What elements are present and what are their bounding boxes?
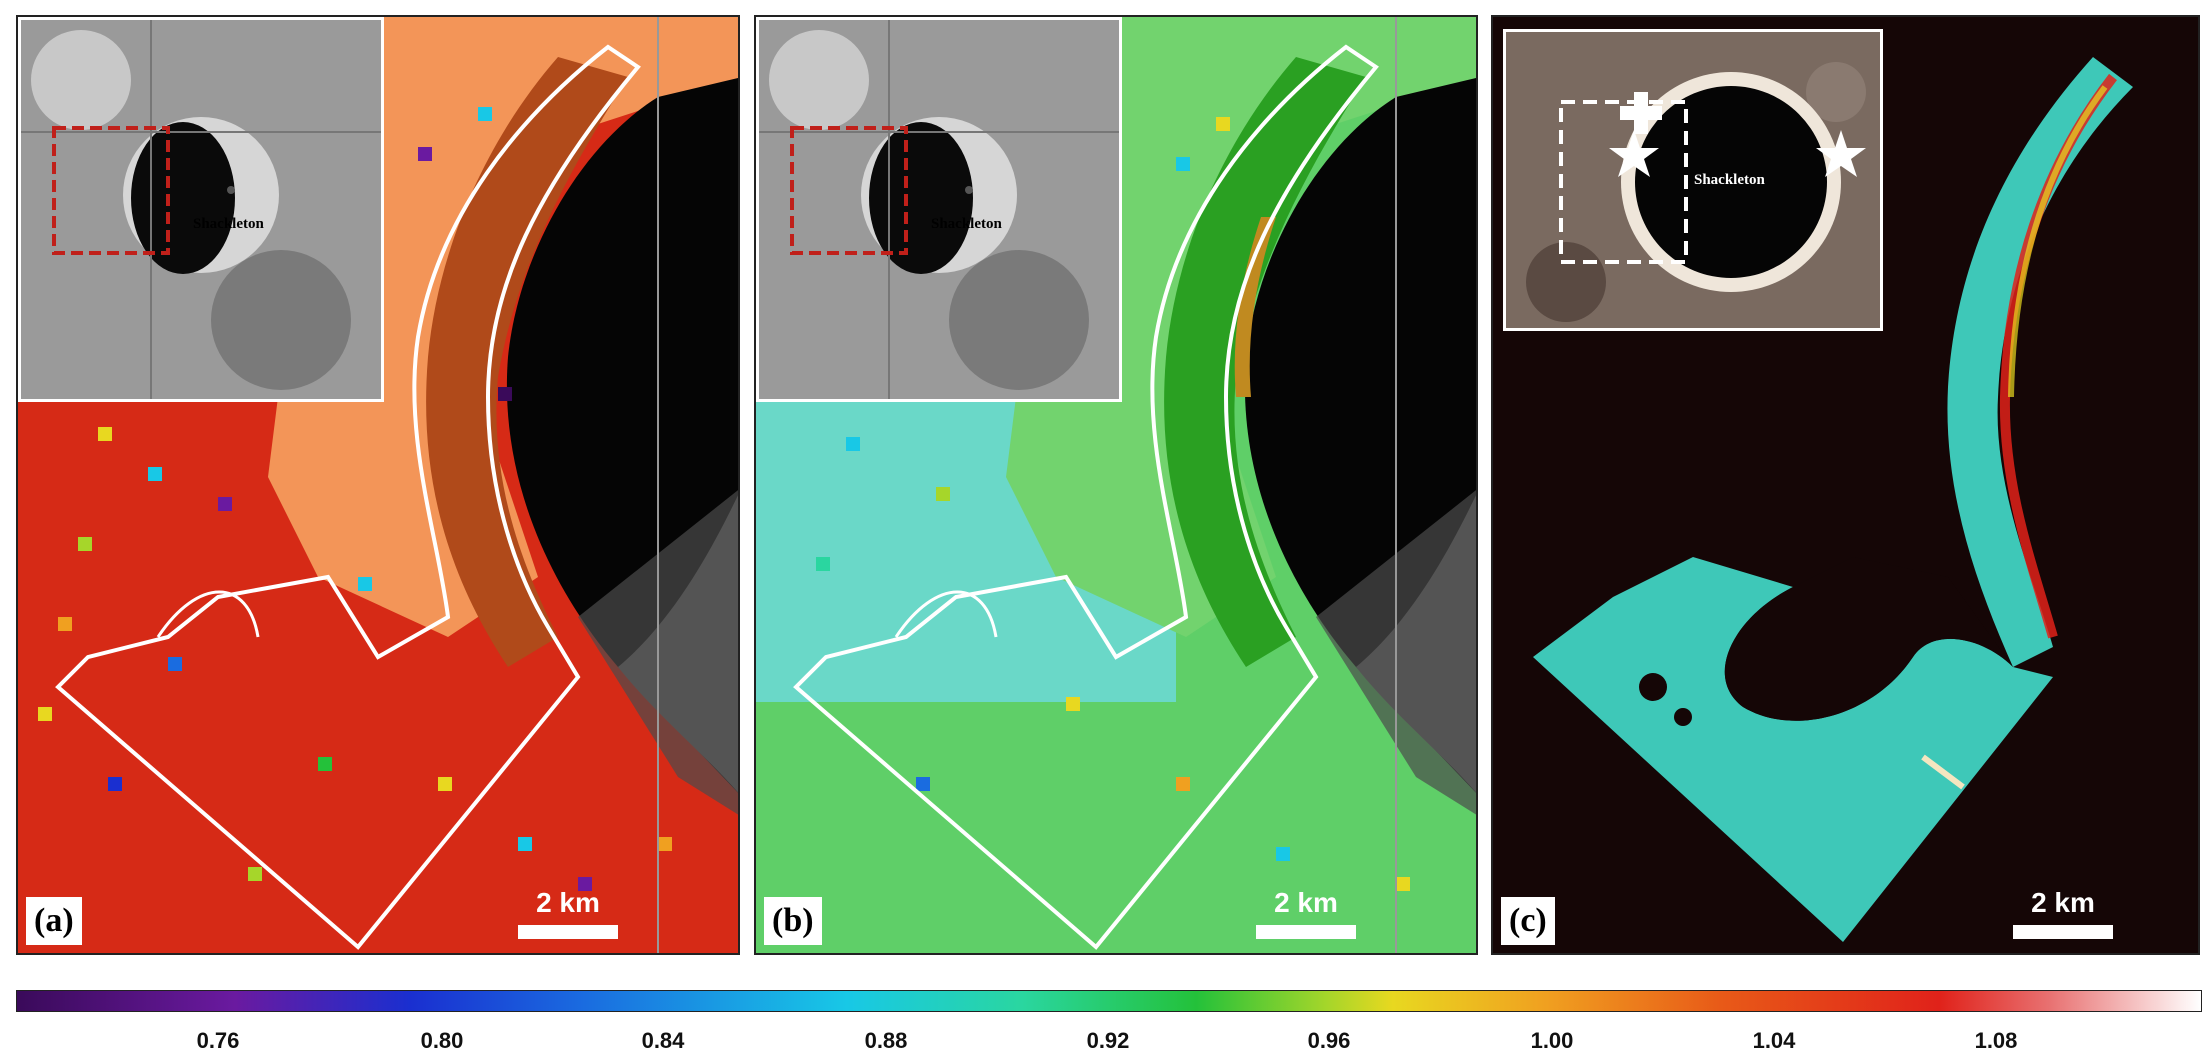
star-marker-icon-left bbox=[1609, 130, 1659, 177]
scale-label-a: 2 km bbox=[536, 887, 600, 918]
scale-bar-line-a bbox=[518, 925, 618, 939]
inset-context-b: Shackleton bbox=[756, 17, 1122, 402]
inset-context-a: Shackleton bbox=[18, 17, 384, 402]
panel-c: Shackleton (c) 2 km bbox=[1491, 15, 2200, 955]
pixel-noise-b bbox=[816, 117, 1410, 891]
ratio-map-a bbox=[38, 17, 738, 953]
ratio-map-c bbox=[1533, 57, 2133, 942]
ratio-map-b bbox=[756, 17, 1476, 953]
scale-bar-b: 2 km bbox=[1256, 887, 1356, 939]
panel-a: Shackleton (a) 2 km bbox=[16, 15, 740, 955]
colorbar-tick-3: 0.88 bbox=[864, 1028, 908, 1053]
scale-bar-line-c bbox=[2013, 925, 2113, 939]
colorbar-tick-6: 1.00 bbox=[1530, 1028, 1574, 1053]
panel-letter-a: (a) bbox=[26, 897, 82, 945]
scale-bar-a: 2 km bbox=[518, 887, 618, 939]
panel-b: Shackleton (b) 2 km bbox=[754, 15, 1478, 955]
colorbar-tick-2: 0.84 bbox=[641, 1028, 685, 1053]
inset-label-shackleton-b: Shackleton bbox=[931, 216, 1002, 232]
pixel-noise-a bbox=[38, 107, 672, 891]
scale-bar-c: 2 km bbox=[2013, 887, 2113, 939]
scale-bar-line-b bbox=[1256, 925, 1356, 939]
colorbar-tick-8: 1.08 bbox=[1974, 1028, 2018, 1053]
colorbar-tick-7: 1.04 bbox=[1752, 1028, 1796, 1053]
colorbar-tick-1: 0.80 bbox=[420, 1028, 464, 1053]
region-outline-b bbox=[793, 44, 1379, 950]
colorbar-tick-4: 0.92 bbox=[1086, 1028, 1130, 1053]
panel-letter-c: (c) bbox=[1501, 897, 1555, 945]
panel-letter-b: (b) bbox=[764, 897, 822, 945]
inset-label-shackleton-c: Shackleton bbox=[1694, 172, 1765, 188]
star-marker-icon-right bbox=[1816, 130, 1866, 177]
scale-label-c: 2 km bbox=[2031, 887, 2095, 918]
scale-label-b: 2 km bbox=[1274, 887, 1338, 918]
colorbar bbox=[16, 990, 2202, 1012]
profile-line bbox=[1921, 754, 1965, 790]
inset-context-c: Shackleton bbox=[1503, 29, 1883, 331]
region-outline-a bbox=[55, 44, 641, 950]
colorbar-tick-0: 0.76 bbox=[196, 1028, 240, 1053]
inset-label-shackleton-a: Shackleton bbox=[193, 216, 264, 232]
colorbar-tick-5: 0.96 bbox=[1307, 1028, 1351, 1053]
cross-marker-icon bbox=[1620, 92, 1662, 134]
